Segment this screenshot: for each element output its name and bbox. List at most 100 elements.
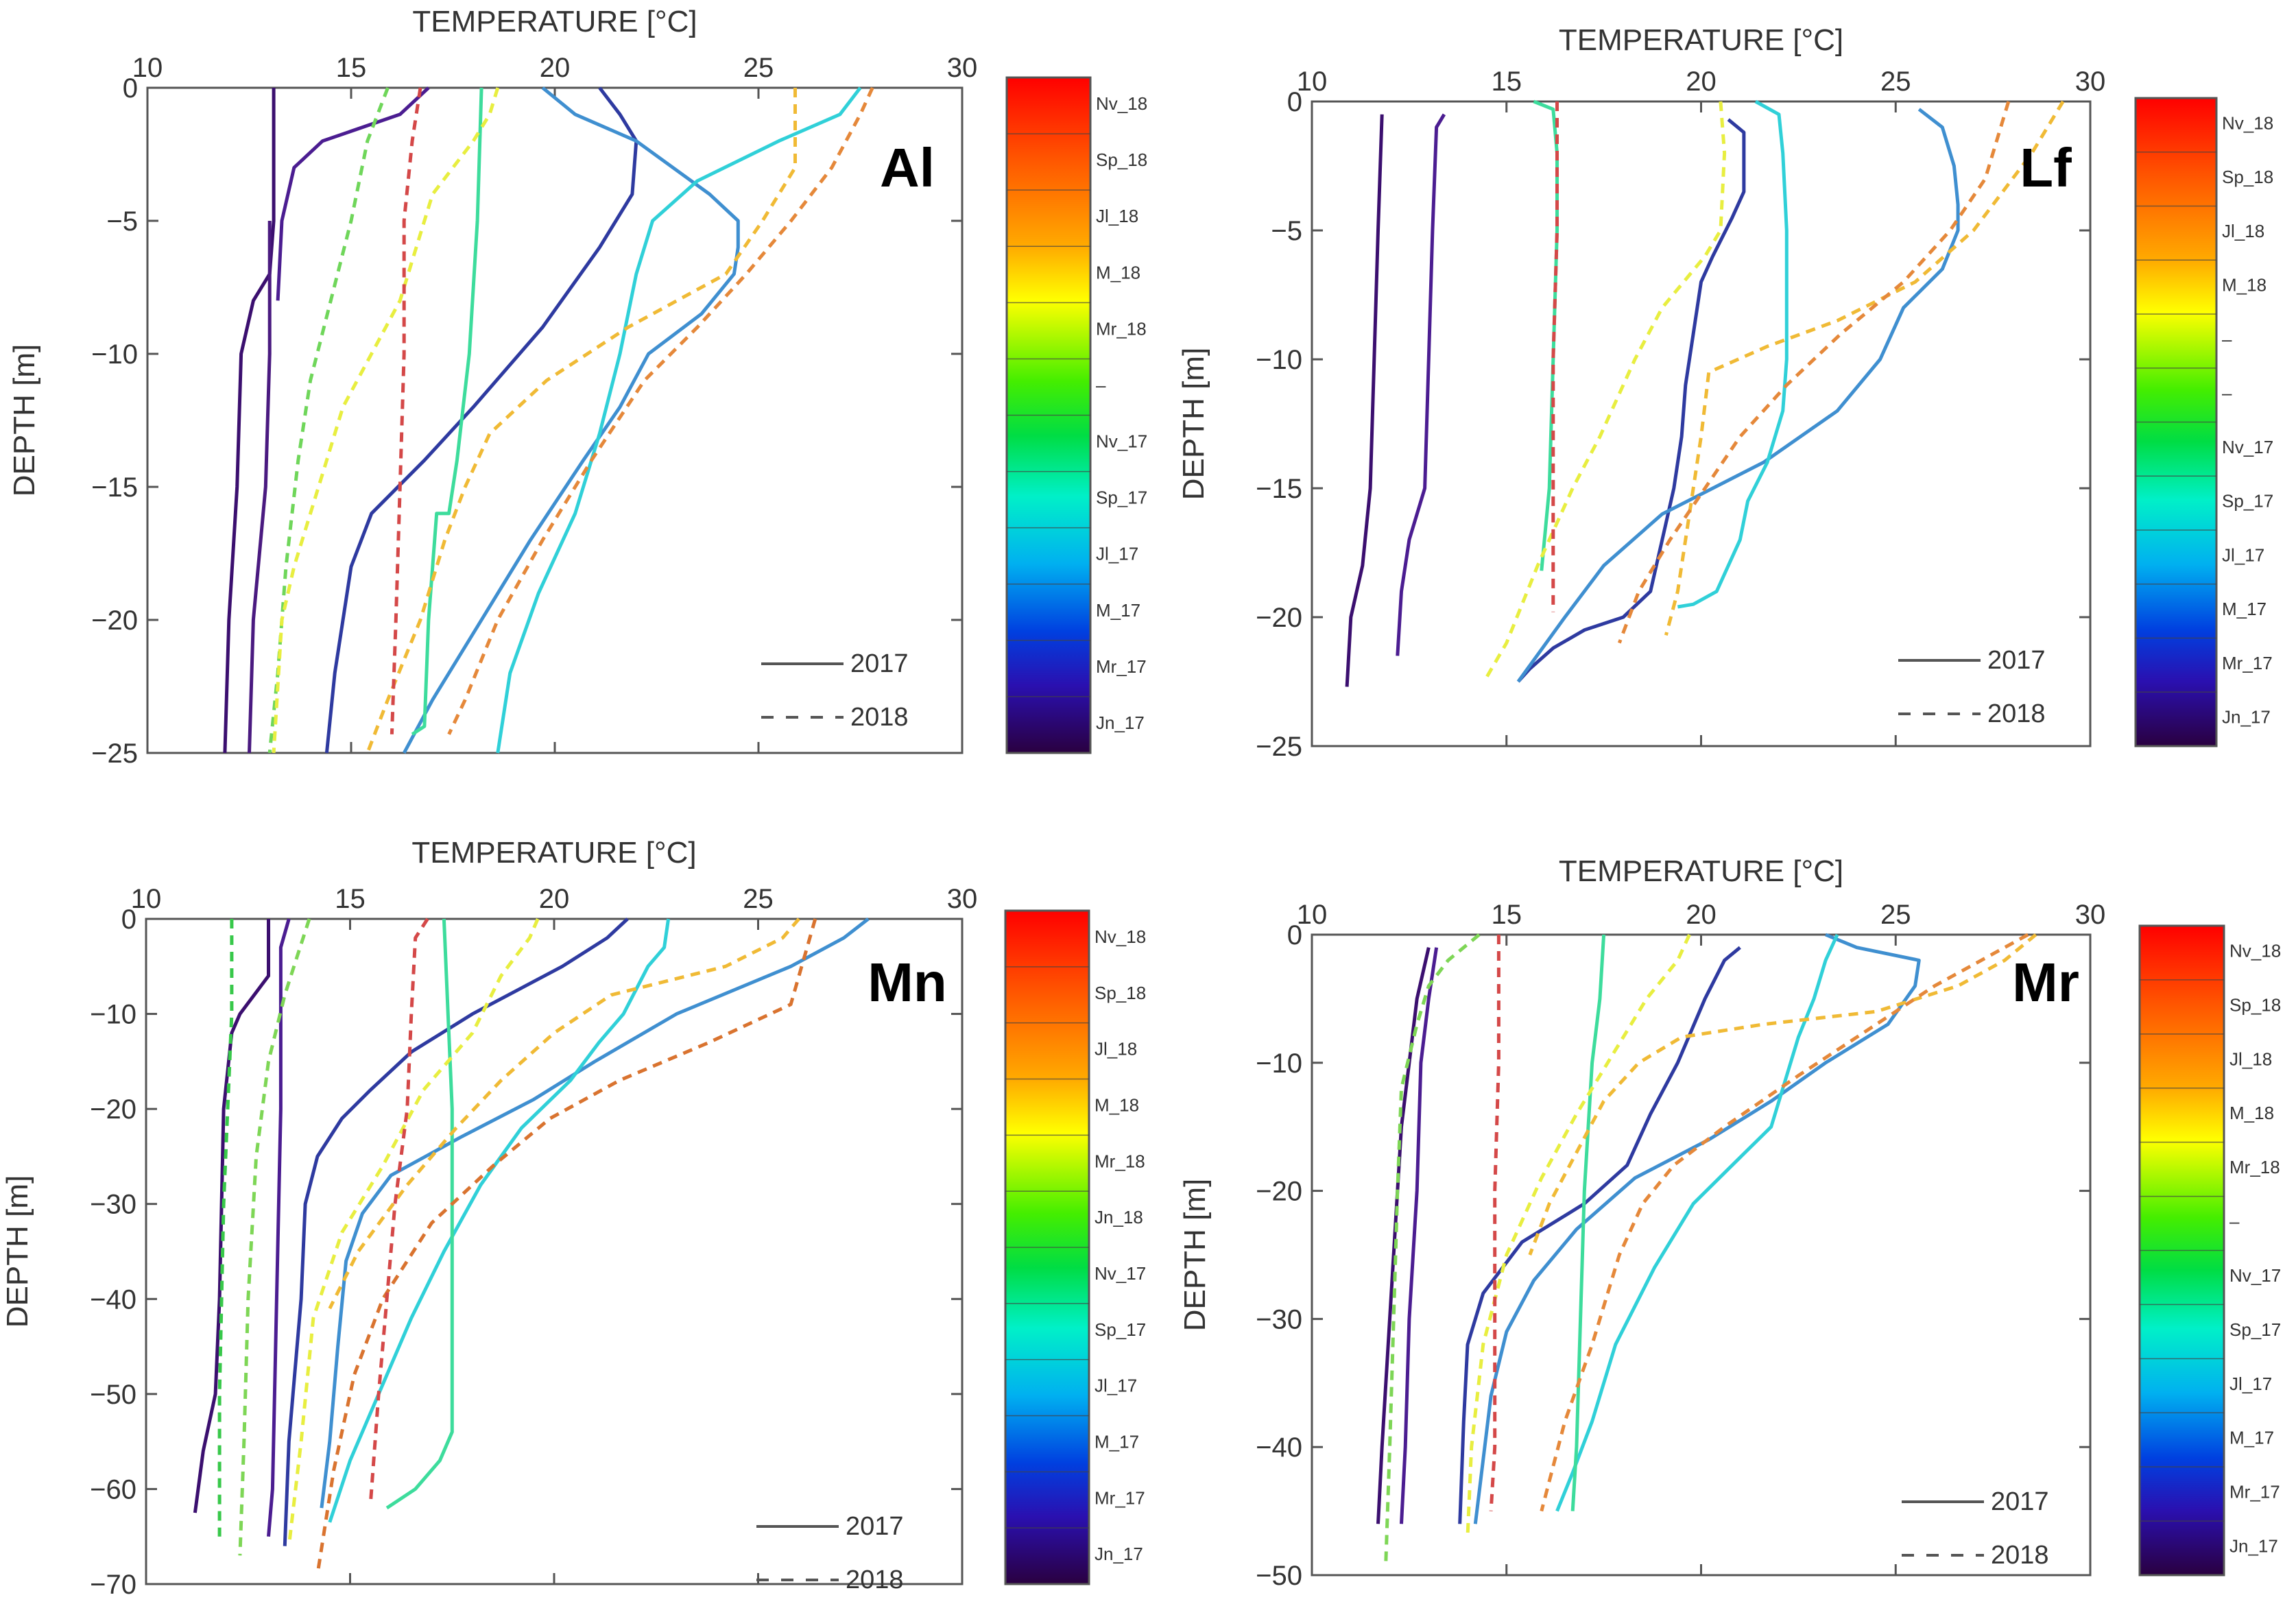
colorbar-label: Mr_17 xyxy=(1096,656,1147,677)
x-tick-label: 25 xyxy=(743,53,774,83)
series-line-sp_18 xyxy=(1617,101,2011,644)
colorbar-label: Sp_18 xyxy=(2229,994,2281,1015)
colorbar-label: Jl_18 xyxy=(2222,221,2264,241)
series-line-sp_17 xyxy=(328,918,671,1523)
series-line-sp_18 xyxy=(447,86,874,735)
series-line-m_17 xyxy=(283,918,629,1546)
colorbar-label: Nv_18 xyxy=(2229,940,2281,961)
x-tick-label: 20 xyxy=(540,53,571,83)
legend-label: 2018 xyxy=(1987,699,2046,728)
colorbar-label: Jn_17 xyxy=(2222,707,2271,728)
y-axis-label: DEPTH [m] xyxy=(8,344,41,496)
series-line-mr_17 xyxy=(1400,947,1439,1524)
y-tick-label: −25 xyxy=(91,739,138,769)
colorbar-label: M_18 xyxy=(1096,262,1140,283)
colorbar-label: Jl_17 xyxy=(1095,1376,1137,1396)
legend-label: 2017 xyxy=(850,649,909,678)
x-tick-label: 20 xyxy=(539,884,570,914)
legend-label: 2017 xyxy=(1991,1487,2049,1516)
panel-label: Al xyxy=(880,137,935,198)
colorbar-label: Jn_18 xyxy=(1095,1207,1143,1227)
series-line-nv_17 xyxy=(385,918,454,1510)
series-line-jl_18 xyxy=(328,918,800,1310)
y-tick-label: 0 xyxy=(1287,920,1302,950)
colorbar-label: Mr_18 xyxy=(2229,1157,2280,1177)
x-tick-label: 10 xyxy=(1297,67,1328,97)
colorbar-label: Nv_17 xyxy=(2222,437,2273,457)
colorbar-label: M_17 xyxy=(1095,1431,1139,1452)
legend-label: 2018 xyxy=(850,703,909,732)
colorbar-label: M_17 xyxy=(1096,600,1140,621)
colorbar-label: – xyxy=(1096,374,1106,395)
series-line-sp_17 xyxy=(1677,99,1789,609)
x-tick-label: 25 xyxy=(1880,900,1911,930)
colorbar-label: M_18 xyxy=(2229,1103,2274,1123)
series-line-jn_18 xyxy=(217,919,234,1537)
y-tick-label: −40 xyxy=(1256,1433,1302,1463)
series-line-mr_18 xyxy=(267,87,390,754)
y-tick-label: −15 xyxy=(1256,474,1302,504)
x-tick-label: 10 xyxy=(132,53,163,83)
colorbar-label: M_18 xyxy=(2222,275,2267,296)
x-tick-label: 15 xyxy=(1492,67,1522,97)
colorbar-label: Jl_17 xyxy=(2222,544,2264,565)
y-tick-label: 0 xyxy=(1287,87,1302,117)
y-tick-label: −60 xyxy=(90,1474,136,1505)
series-line-nv_17 xyxy=(411,87,483,736)
legend-label: 2017 xyxy=(846,1512,904,1541)
series-line-jn_17b xyxy=(248,221,272,754)
colorbar-label: Mr_17 xyxy=(2229,1482,2280,1502)
x-tick-label: 10 xyxy=(1297,900,1328,930)
series-line-m_18 xyxy=(1485,101,1727,678)
y-tick-label: −20 xyxy=(1256,1177,1302,1207)
series-line-mr_17 xyxy=(267,918,291,1537)
series-line-jl_17 xyxy=(320,918,870,1509)
colorbar-label: Sp_18 xyxy=(2222,167,2273,187)
x-axis-label: TEMPERATURE [°C] xyxy=(1559,854,1843,888)
y-tick-label: −20 xyxy=(90,1094,136,1125)
x-axis-label: TEMPERATURE [°C] xyxy=(1559,23,1843,57)
series-line-jl_17 xyxy=(1516,108,1960,683)
panel-al: 10 15 20 25 30 0 −5 −10 −15 −20 −25 TEMPERATURE [°C… xyxy=(8,5,1147,769)
series-line-jl_18 xyxy=(366,88,797,754)
y-tick-label: −50 xyxy=(1256,1561,1302,1591)
x-tick-label: 15 xyxy=(336,53,367,83)
colorbar-label: Sp_17 xyxy=(2222,491,2273,512)
y-tick-label: −10 xyxy=(90,1000,136,1030)
colorbar-label: Nv_17 xyxy=(1096,431,1147,452)
y-tick-label: −15 xyxy=(91,472,138,503)
series-line-nv_17 xyxy=(1570,934,1606,1511)
y-tick-label: −70 xyxy=(90,1570,136,1600)
legend-label: 2018 xyxy=(1991,1541,2049,1570)
y-tick-label: 0 xyxy=(123,73,138,104)
series-line-jl_17 xyxy=(1473,933,1921,1524)
y-tick-label: −20 xyxy=(91,606,138,636)
series-line-jn_17 xyxy=(193,919,270,1513)
colorbar-label: Mr_18 xyxy=(1095,1151,1145,1171)
colorbar-label: Jl_18 xyxy=(2229,1048,2272,1069)
colorbar-label: Sp_17 xyxy=(1096,488,1147,508)
series-line-m_18 xyxy=(287,918,540,1546)
y-axis-label: DEPTH [m] xyxy=(1178,1179,1212,1331)
colorbar-label: Sp_17 xyxy=(1095,1319,1146,1340)
x-tick-label: 30 xyxy=(947,53,978,83)
colorbar-label: M_18 xyxy=(1095,1094,1139,1115)
x-tick-label: 25 xyxy=(743,884,774,914)
colorbar-label: Sp_17 xyxy=(2229,1319,2281,1340)
x-tick-label: 25 xyxy=(1880,67,1911,97)
y-tick-label: −50 xyxy=(90,1380,136,1410)
x-tick-label: 20 xyxy=(1686,900,1717,930)
y-axis-label: DEPTH [m] xyxy=(1177,348,1210,500)
colorbar-label: Mr_17 xyxy=(2222,653,2273,673)
colorbar-label: Nv_18 xyxy=(1096,93,1147,114)
colorbar-label: M_17 xyxy=(2222,599,2267,619)
y-tick-label: 0 xyxy=(121,904,136,935)
series-line-jn_17 xyxy=(223,88,276,754)
plot-frame xyxy=(145,918,964,1585)
x-tick-label: 10 xyxy=(131,884,162,914)
x-tick-label: 30 xyxy=(2075,900,2106,930)
colorbar-label: Mr_18 xyxy=(1096,318,1147,339)
series-line-m_17 xyxy=(1458,946,1741,1524)
series-line-jl_18 xyxy=(1664,100,2065,636)
